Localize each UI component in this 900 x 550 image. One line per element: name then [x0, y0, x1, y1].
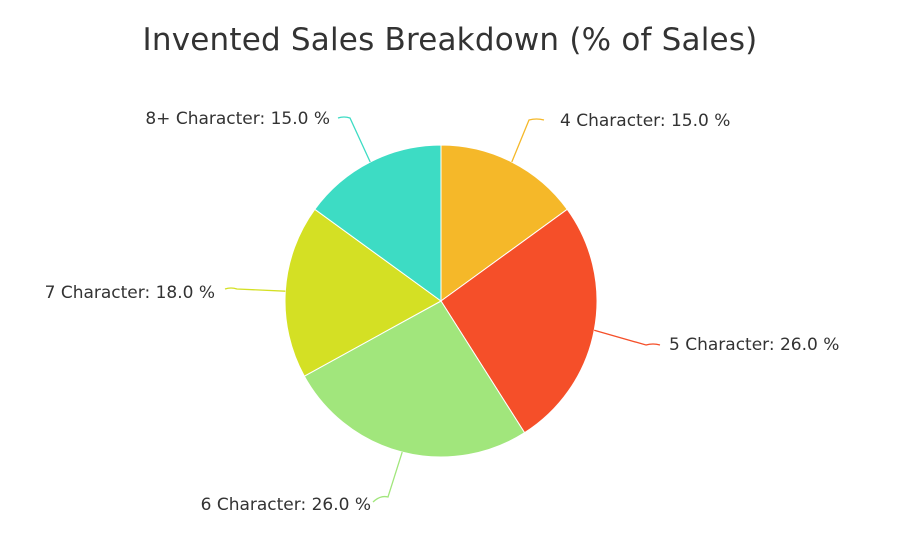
pie-slice-5-character[interactable]: [440, 208, 598, 434]
leader-line: [511, 118, 545, 163]
pie-slice-8-character[interactable]: [314, 144, 442, 302]
slice-label: 8+ Character: 15.0 %: [145, 109, 330, 129]
leader-line: [372, 451, 403, 503]
leader-line: [337, 116, 371, 163]
slice-label: 5 Character: 26.0 %: [669, 335, 839, 355]
slice-label: 7 Character: 18.0 %: [45, 283, 215, 303]
chart-title: Invented Sales Breakdown (% of Sales): [142, 22, 758, 58]
slice-label: 6 Character: 26.0 %: [201, 495, 371, 515]
pie-slice-6-character[interactable]: [303, 300, 526, 458]
pie-slices: [284, 144, 598, 458]
leader-line: [594, 329, 661, 346]
pie-slice-4-character[interactable]: [440, 144, 568, 302]
leader-lines: [224, 116, 661, 503]
slice-label: 4 Character: 15.0 %: [560, 111, 730, 131]
leader-line: [224, 287, 286, 292]
pie-slice-7-character[interactable]: [284, 208, 442, 377]
slice-labels: 4 Character: 15.0 % 5 Character: 26.0 % 6 …: [45, 109, 840, 515]
